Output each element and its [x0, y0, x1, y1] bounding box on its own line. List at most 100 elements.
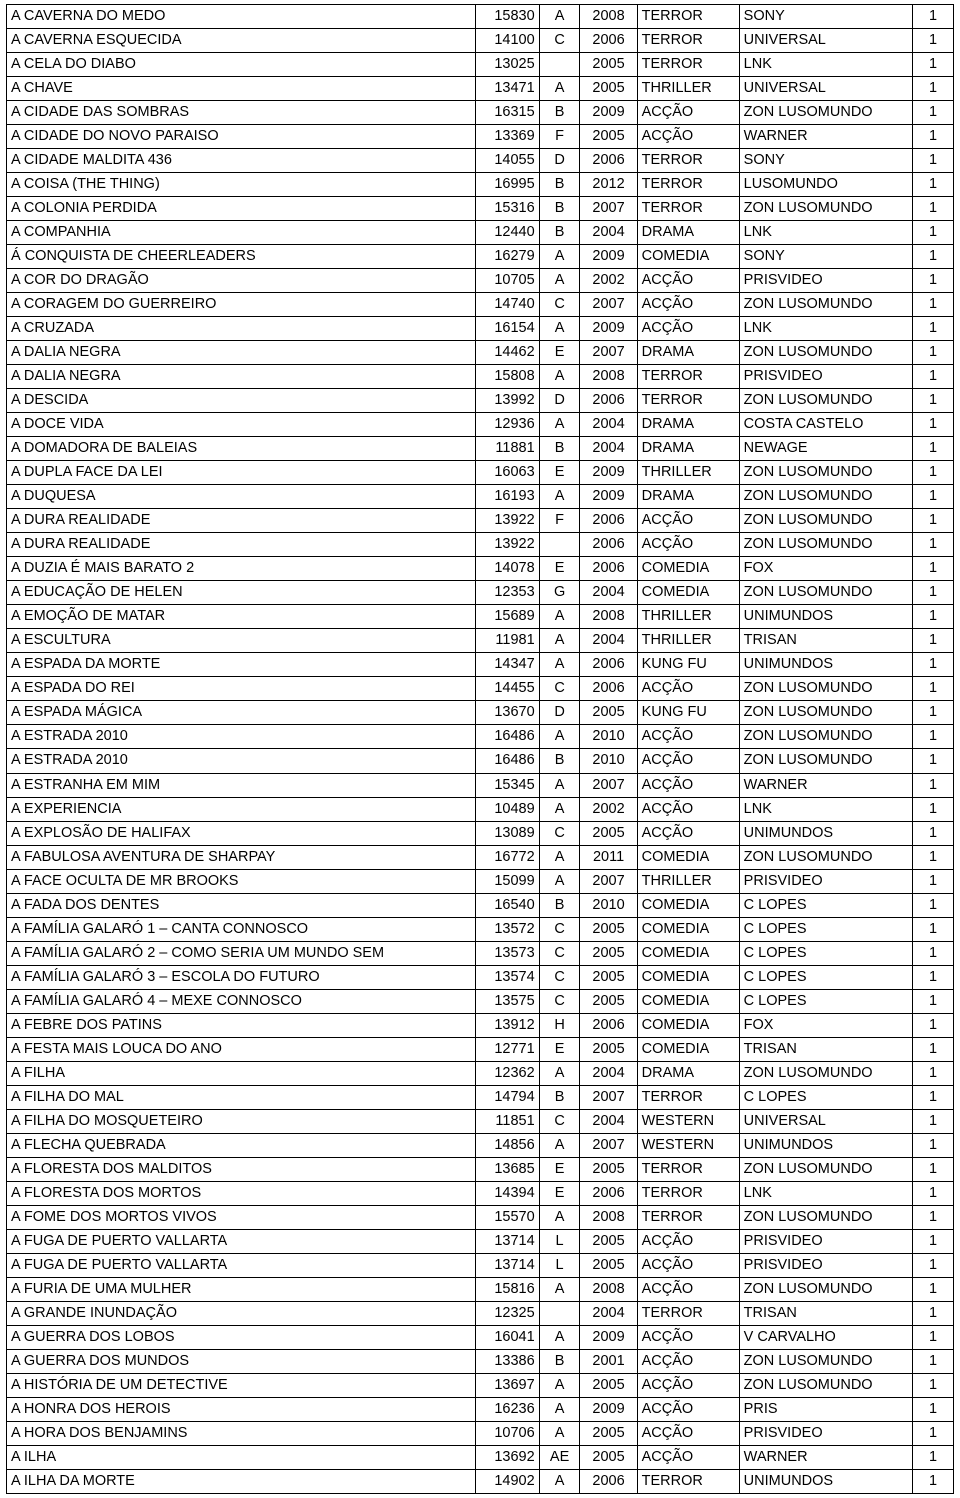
cell-letter: A	[539, 725, 580, 749]
cell-title: A FLORESTA DOS MALDITOS	[7, 1157, 476, 1181]
cell-distributor: TRISAN	[739, 1301, 912, 1325]
cell-year: 2009	[580, 101, 637, 125]
table-row: A CRUZADA16154A2009ACÇÃOLNK1	[7, 317, 954, 341]
cell-year: 2006	[580, 557, 637, 581]
cell-genre: TERROR	[637, 365, 739, 389]
cell-genre: COMEDIA	[637, 1013, 739, 1037]
table-row: A ESPADA DO REI14455C2006ACÇÃOZON LUSOMU…	[7, 677, 954, 701]
cell-genre: ACÇÃO	[637, 533, 739, 557]
cell-title: A GRANDE INUNDAÇÃO	[7, 1301, 476, 1325]
cell-year: 2005	[580, 77, 637, 101]
cell-qty: 1	[913, 197, 954, 221]
table-row: Á CONQUISTA DE CHEERLEADERS16279A2009COM…	[7, 245, 954, 269]
cell-qty: 1	[913, 125, 954, 149]
cell-genre: COMEDIA	[637, 965, 739, 989]
table-row: A DUZIA É MAIS BARATO 214078E2006COMEDIA…	[7, 557, 954, 581]
cell-letter: A	[539, 317, 580, 341]
table-row: A ILHA13692AE2005ACÇÃOWARNER1	[7, 1445, 954, 1469]
cell-qty: 1	[913, 941, 954, 965]
table-row: A HONRA DOS HEROIS16236A2009ACÇÃOPRIS1	[7, 1397, 954, 1421]
cell-qty: 1	[913, 1445, 954, 1469]
cell-year: 2007	[580, 293, 637, 317]
cell-qty: 1	[913, 725, 954, 749]
cell-title: A HISTÓRIA DE UM DETECTIVE	[7, 1373, 476, 1397]
cell-year: 2006	[580, 653, 637, 677]
cell-genre: KUNG FU	[637, 701, 739, 725]
cell-year: 2009	[580, 1397, 637, 1421]
cell-genre: COMEDIA	[637, 845, 739, 869]
cell-qty: 1	[913, 101, 954, 125]
cell-code: 13572	[476, 917, 539, 941]
cell-distributor: UNIMUNDOS	[739, 653, 912, 677]
cell-distributor: C LOPES	[739, 965, 912, 989]
cell-code: 12353	[476, 581, 539, 605]
cell-qty: 1	[913, 173, 954, 197]
cell-year: 2009	[580, 461, 637, 485]
cell-title: A ESCULTURA	[7, 629, 476, 653]
cell-year: 2005	[580, 125, 637, 149]
cell-code: 16486	[476, 749, 539, 773]
cell-code: 13922	[476, 509, 539, 533]
cell-code: 14078	[476, 557, 539, 581]
cell-genre: ACÇÃO	[637, 1277, 739, 1301]
cell-year: 2010	[580, 749, 637, 773]
cell-distributor: ZON LUSOMUNDO	[739, 1373, 912, 1397]
cell-distributor: ZON LUSOMUNDO	[739, 461, 912, 485]
cell-title: A EXPERIENCIA	[7, 797, 476, 821]
cell-letter: E	[539, 341, 580, 365]
cell-qty: 1	[913, 413, 954, 437]
cell-distributor: ZON LUSOMUNDO	[739, 677, 912, 701]
table-row: A EDUCAÇÃO DE HELEN12353G2004COMEDIAZON …	[7, 581, 954, 605]
cell-genre: WESTERN	[637, 1109, 739, 1133]
cell-qty: 1	[913, 1349, 954, 1373]
cell-distributor: WARNER	[739, 1445, 912, 1469]
cell-year: 2002	[580, 797, 637, 821]
cell-distributor: ZON LUSOMUNDO	[739, 293, 912, 317]
cell-genre: TERROR	[637, 1181, 739, 1205]
cell-letter: B	[539, 101, 580, 125]
cell-title: A FILHA DO MAL	[7, 1085, 476, 1109]
cell-qty: 1	[913, 389, 954, 413]
cell-code: 10706	[476, 1421, 539, 1445]
cell-genre: TERROR	[637, 149, 739, 173]
cell-code: 16540	[476, 893, 539, 917]
cell-title: A EDUCAÇÃO DE HELEN	[7, 581, 476, 605]
cell-code: 14455	[476, 677, 539, 701]
table-row: A GRANDE INUNDAÇÃO123252004TERRORTRISAN1	[7, 1301, 954, 1325]
cell-letter: C	[539, 29, 580, 53]
cell-genre: TERROR	[637, 389, 739, 413]
cell-distributor: ZON LUSOMUNDO	[739, 101, 912, 125]
cell-genre: ACÇÃO	[637, 317, 739, 341]
cell-letter: C	[539, 941, 580, 965]
cell-qty: 1	[913, 677, 954, 701]
cell-genre: COMEDIA	[637, 917, 739, 941]
cell-distributor: ZON LUSOMUNDO	[739, 725, 912, 749]
table-row: A ESTRADA 201016486B2010ACÇÃOZON LUSOMUN…	[7, 749, 954, 773]
cell-distributor: PRISVIDEO	[739, 365, 912, 389]
cell-year: 2009	[580, 245, 637, 269]
cell-year: 2001	[580, 1349, 637, 1373]
cell-distributor: NEWAGE	[739, 437, 912, 461]
cell-qty: 1	[913, 149, 954, 173]
cell-letter: A	[539, 797, 580, 821]
cell-qty: 1	[913, 1181, 954, 1205]
cell-year: 2006	[580, 389, 637, 413]
cell-distributor: COSTA CASTELO	[739, 413, 912, 437]
cell-year: 2004	[580, 1109, 637, 1133]
cell-qty: 1	[913, 1133, 954, 1157]
cell-title: A DOCE VIDA	[7, 413, 476, 437]
cell-title: A FEBRE DOS PATINS	[7, 1013, 476, 1037]
table-row: A FURIA DE UMA MULHER15816A2008ACÇÃOZON …	[7, 1277, 954, 1301]
table-row: A DOCE VIDA12936A2004DRAMACOSTA CASTELO1	[7, 413, 954, 437]
cell-code: 12440	[476, 221, 539, 245]
table-row: A CHAVE13471A2005THRILLERUNIVERSAL1	[7, 77, 954, 101]
cell-letter: B	[539, 749, 580, 773]
cell-distributor: LUSOMUNDO	[739, 173, 912, 197]
cell-genre: ACÇÃO	[637, 125, 739, 149]
cell-title: A COLONIA PERDIDA	[7, 197, 476, 221]
cell-genre: TERROR	[637, 1157, 739, 1181]
cell-title: A CIDADE DO NOVO PARAISO	[7, 125, 476, 149]
table-row: A GUERRA DOS LOBOS16041A2009ACÇÃOV CARVA…	[7, 1325, 954, 1349]
cell-qty: 1	[913, 1229, 954, 1253]
cell-qty: 1	[913, 1013, 954, 1037]
